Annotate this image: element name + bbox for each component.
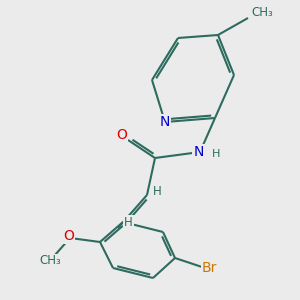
Text: O: O [116, 128, 127, 142]
Text: H: H [212, 149, 221, 159]
Text: O: O [63, 229, 74, 243]
Text: H: H [153, 185, 162, 198]
Text: CH₃: CH₃ [40, 254, 62, 268]
Text: CH₃: CH₃ [251, 5, 273, 19]
Text: Br: Br [202, 261, 217, 275]
Text: N: N [160, 115, 170, 129]
Text: H: H [124, 216, 133, 229]
Text: N: N [193, 145, 204, 159]
